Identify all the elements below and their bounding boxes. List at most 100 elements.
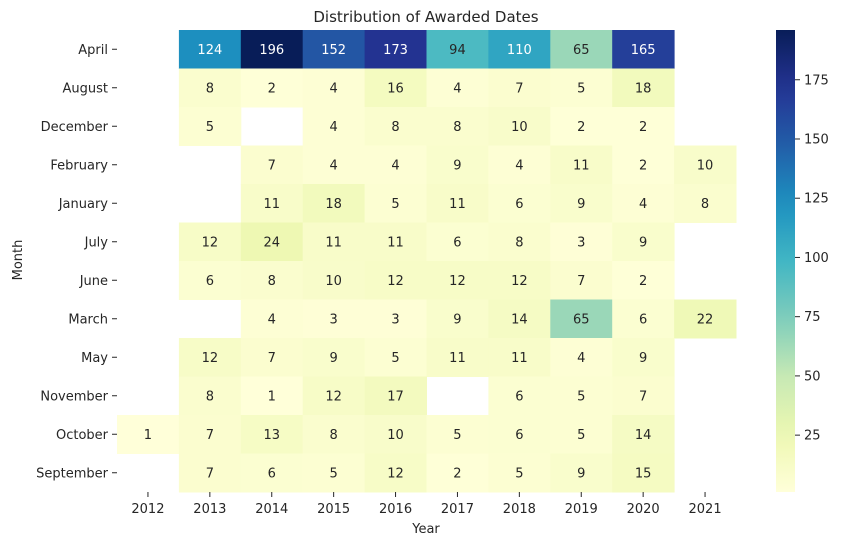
heatmap-cell [488, 145, 551, 185]
x-tick-label: 2019 [565, 502, 598, 517]
cell-value-label: 7 [577, 274, 585, 289]
cell-value-label: 1 [144, 428, 152, 443]
cell-value-label: 14 [511, 312, 528, 327]
cell-value-label: 7 [515, 81, 523, 96]
heatmap-cell [364, 184, 427, 223]
y-axis-ticks: April August December February January July Ju… [36, 43, 117, 481]
x-tick-label: 2014 [255, 502, 288, 517]
heatmap-cell [488, 222, 551, 262]
cell-value-label: 4 [330, 81, 338, 96]
heatmap-cell [612, 338, 675, 377]
heatmap-cell [612, 453, 675, 493]
heatmap-cell [426, 453, 489, 493]
y-tick-label: July [84, 235, 109, 250]
x-axis-ticks: 2012 2013 2014 2015 2016 2017 2018 2019 2020 2021 [131, 492, 722, 517]
cell-value-label: 6 [515, 389, 523, 404]
cell-value-label: 8 [391, 120, 399, 135]
heatmap-cell [550, 68, 613, 108]
heatmap-cell [488, 376, 551, 416]
heatmap-cell [488, 338, 551, 377]
x-tick-label: 2013 [193, 502, 226, 517]
cell-value-label: 10 [697, 158, 714, 173]
heatmap-cell [488, 453, 551, 493]
heatmap-cell [550, 145, 613, 185]
heatmap-cell [302, 145, 366, 185]
heatmap-cell [364, 299, 427, 339]
cell-value-label: 9 [577, 197, 585, 212]
heatmap-cell [302, 261, 366, 300]
cell-value-label: 4 [330, 158, 338, 173]
heatmap-cell [612, 30, 675, 69]
cell-value-label: 8 [268, 274, 276, 289]
x-tick-label: 2020 [627, 502, 660, 517]
heatmap-cell [426, 107, 489, 146]
heatmap-cell [550, 30, 613, 69]
cell-value-label: 6 [639, 312, 647, 327]
heatmap-cell [302, 338, 366, 377]
cell-value-label: 94 [449, 43, 466, 58]
colorbar-tick-label: 75 [804, 310, 821, 325]
cell-value-label: 2 [577, 120, 585, 135]
cell-value-label: 11 [263, 197, 280, 212]
heatmap-cell [240, 222, 304, 262]
y-tick-label: October [56, 428, 109, 443]
cell-value-label: 5 [391, 351, 399, 366]
heatmap-cell [612, 107, 675, 146]
heatmap-cell [302, 184, 366, 223]
cell-value-label: 65 [573, 312, 590, 327]
heatmap-cell [364, 107, 427, 146]
cell-value-label: 9 [453, 158, 461, 173]
heatmap-cell [674, 299, 737, 339]
heatmap-cell [240, 261, 304, 300]
cell-value-label: 5 [453, 428, 461, 443]
heatmap-cell [302, 415, 366, 454]
heatmap-cell [612, 184, 675, 223]
heatmap-cell [178, 261, 242, 300]
cell-value-label: 9 [577, 466, 585, 481]
cell-value-label: 7 [268, 351, 276, 366]
colorbar-tick-label: 175 [804, 73, 829, 88]
cell-value-label: 8 [206, 81, 214, 96]
cell-value-label: 9 [330, 351, 338, 366]
heatmap-cell [302, 68, 366, 108]
heatmap-cell [612, 145, 675, 185]
cell-value-label: 2 [268, 81, 276, 96]
cell-value-label: 18 [325, 197, 342, 212]
cell-value-label: 5 [391, 197, 399, 212]
heatmap-cell [550, 453, 613, 493]
cell-value-label: 65 [573, 43, 590, 58]
cell-value-label: 10 [511, 120, 528, 135]
heatmap-cell [240, 299, 304, 339]
heatmap-cell [426, 415, 489, 454]
heatmap-cell [364, 453, 427, 493]
cell-value-label: 9 [639, 351, 647, 366]
heatmap-cell [178, 338, 242, 377]
cell-value-label: 7 [206, 428, 214, 443]
x-tick-label: 2017 [441, 502, 474, 517]
heatmap-cell [364, 30, 427, 69]
heatmap-cell [488, 30, 551, 69]
cell-value-label: 11 [573, 158, 590, 173]
cell-value-label: 2 [453, 466, 461, 481]
heatmap-cell [550, 107, 613, 146]
heatmap-cell [488, 68, 551, 108]
cell-value-label: 10 [325, 274, 342, 289]
cell-value-label: 5 [577, 428, 585, 443]
cell-value-label: 12 [511, 274, 528, 289]
heatmap-cell [426, 184, 489, 223]
cell-value-label: 6 [453, 235, 461, 250]
heatmap-cell [426, 222, 489, 262]
heatmap-cell [178, 222, 242, 262]
heatmap-cell [178, 376, 242, 416]
heatmap-cell [240, 68, 304, 108]
cell-value-label: 5 [206, 120, 214, 135]
cell-value-label: 11 [511, 351, 528, 366]
heatmap-cell [674, 145, 737, 185]
cell-value-label: 4 [453, 81, 461, 96]
heatmap-cell [364, 338, 427, 377]
y-tick-label: November [40, 389, 108, 404]
cell-value-label: 7 [639, 389, 647, 404]
cell-value-label: 5 [515, 466, 523, 481]
y-tick-label: April [78, 43, 108, 58]
